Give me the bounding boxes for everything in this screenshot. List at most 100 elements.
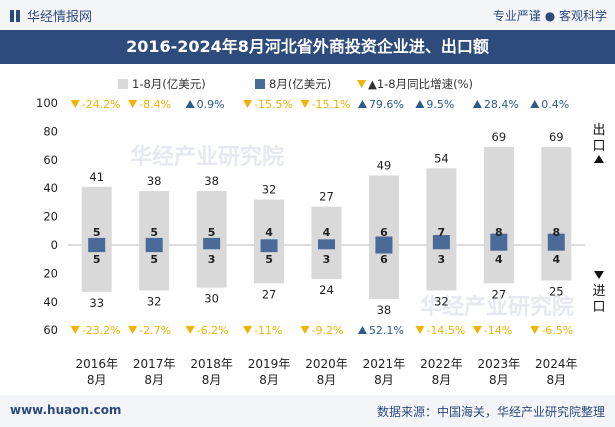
export-monthly-bar (203, 237, 221, 245)
import-cumulative-label: 27 (262, 287, 277, 301)
export-yoy-down-icon (243, 100, 253, 108)
export-monthly-label: 4 (323, 226, 331, 239)
import-yoy-label: -23.2% (82, 324, 121, 337)
x-tick-label: 2016年 (75, 357, 118, 371)
x-tick-label: 2022年 (420, 357, 463, 371)
x-tick-label: 8月 (259, 373, 279, 387)
import-monthly-label: 5 (93, 253, 101, 266)
export-monthly-bar (547, 233, 565, 245)
export-cumulative-label: 49 (377, 158, 392, 172)
y-tick-label: 40 (43, 181, 58, 195)
import-cumulative-bar (483, 245, 514, 284)
export-monthly-label: 8 (495, 226, 503, 239)
export-cumulative-label: 41 (89, 170, 104, 184)
export-yoy-down-icon (128, 100, 138, 108)
x-tick-label: 2021年 (363, 357, 406, 371)
export-cumulative-bar (139, 191, 170, 245)
import-monthly-label: 3 (438, 253, 446, 266)
x-tick-label: 2017年 (133, 357, 176, 371)
import-cumulative-label: 25 (549, 285, 564, 299)
import-cumulative-label: 30 (204, 292, 219, 306)
side-label-export: 出 (592, 123, 605, 138)
export-cumulative-label: 69 (549, 130, 564, 144)
import-monthly-label: 3 (208, 253, 216, 266)
legend-label: 1-8月(亿美元) (132, 77, 206, 91)
x-tick-label: 8月 (432, 373, 452, 387)
export-monthly-label: 6 (380, 226, 388, 239)
export-yoy-label: 0.4% (541, 98, 569, 111)
export-cumulative-label: 38 (147, 174, 162, 188)
y-tick-label: 100 (36, 96, 58, 110)
export-yoy-label: 79.6% (369, 98, 404, 111)
legend-swatch (118, 79, 128, 89)
import-yoy-down-icon (128, 326, 138, 334)
export-monthly-bar (375, 236, 393, 245)
export-monthly-label: 5 (93, 226, 101, 239)
import-cumulative-label: 38 (377, 303, 392, 317)
data-source: 数据来源：中国海关，华经产业研究院整理 (376, 405, 605, 419)
import-monthly-bar (547, 245, 565, 251)
export-monthly-label: 5 (208, 226, 216, 239)
import-monthly-label: 3 (323, 253, 331, 266)
export-cumulative-bar (368, 175, 399, 245)
export-yoy-label: 28.4% (484, 98, 519, 111)
import-monthly-bar (88, 245, 106, 253)
import-yoy-down-icon (472, 326, 482, 334)
import-monthly-label: 4 (552, 253, 560, 266)
x-tick-label: 2020年 (305, 357, 348, 371)
export-monthly-label: 8 (552, 226, 560, 239)
import-yoy-label: -14.5% (426, 324, 465, 337)
y-tick-label: 80 (43, 124, 58, 138)
legend-swatch (357, 80, 366, 88)
arrow-up-icon (594, 155, 604, 163)
export-monthly-bar (318, 239, 335, 245)
export-monthly-label: 4 (265, 226, 273, 239)
export-cumulative-label: 27 (319, 190, 334, 204)
export-cumulative-bar (483, 147, 514, 245)
import-cumulative-label: 27 (492, 287, 507, 301)
export-yoy-up-icon (530, 100, 540, 108)
import-cumulative-bar (81, 245, 112, 292)
import-monthly-bar (260, 245, 278, 253)
export-cumulative-bar (426, 168, 457, 245)
import-yoy-label: -6.2% (197, 324, 229, 337)
import-monthly-label: 6 (380, 253, 388, 266)
import-yoy-down-icon (415, 326, 425, 334)
export-yoy-down-icon (300, 100, 310, 108)
import-monthly-label: 5 (265, 253, 273, 266)
side-label-import: 进 (592, 284, 605, 299)
export-cumulative-label: 54 (434, 151, 449, 165)
export-yoy-label: -24.2% (82, 98, 121, 111)
import-cumulative-label: 33 (89, 296, 104, 310)
export-yoy-label: 9.5% (426, 98, 454, 111)
import-monthly-bar (490, 245, 508, 251)
x-tick-label: 8月 (202, 373, 222, 387)
import-cumulative-label: 32 (434, 294, 449, 308)
import-yoy-label: -6.5% (541, 324, 573, 337)
import-cumulative-bar (541, 245, 572, 281)
import-yoy-label: -14% (484, 324, 512, 337)
y-tick-label: 40 (43, 295, 58, 309)
export-cumulative-label: 38 (204, 174, 219, 188)
legend-label: ▲1-8月同比增速(%) (368, 77, 473, 91)
import-cumulative-bar (368, 245, 399, 299)
y-tick-label: 60 (43, 153, 58, 167)
x-tick-label: 8月 (144, 373, 164, 387)
export-cumulative-bar (541, 147, 572, 245)
x-tick-label: 2023年 (478, 357, 521, 371)
import-monthly-bar (318, 245, 335, 250)
y-tick-label: 60 (43, 323, 58, 337)
side-label-import: 口 (592, 300, 605, 315)
import-yoy-down-icon (530, 326, 540, 334)
export-monthly-bar (88, 237, 106, 245)
legend-label: 8月(亿美元) (269, 77, 331, 91)
x-tick-label: 2024年 (535, 357, 578, 371)
export-cumulative-label: 69 (492, 130, 507, 144)
import-monthly-bar (203, 245, 221, 250)
export-yoy-up-icon (415, 100, 425, 108)
import-yoy-label: 52.1% (369, 324, 404, 337)
import-cumulative-label: 32 (147, 294, 162, 308)
import-yoy-down-icon (185, 326, 195, 334)
export-cumulative-bar (254, 199, 285, 245)
